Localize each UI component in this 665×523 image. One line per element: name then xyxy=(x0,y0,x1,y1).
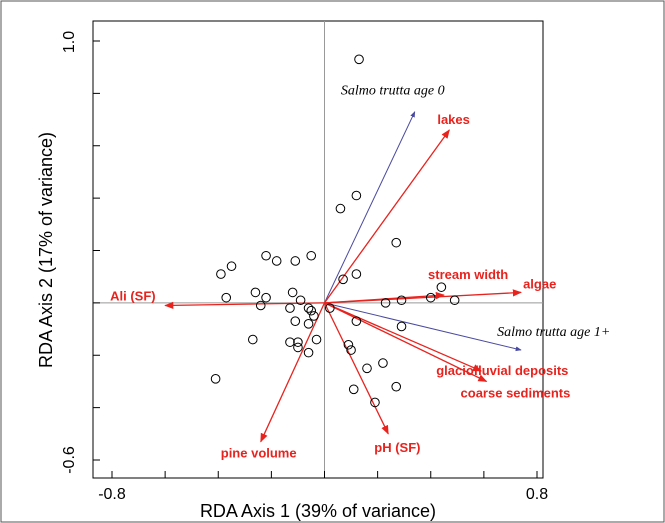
env-arrow-5 xyxy=(324,302,488,383)
sample-point xyxy=(303,347,314,358)
sample-point xyxy=(343,339,354,350)
sample-point xyxy=(378,358,388,368)
sample-point xyxy=(255,300,266,311)
sample-point xyxy=(290,316,301,327)
sample-point xyxy=(285,303,295,313)
species-arrows xyxy=(324,111,522,352)
sample-point xyxy=(210,374,221,384)
plot-area xyxy=(92,20,544,479)
sample-point xyxy=(247,334,258,345)
sample-point xyxy=(449,295,460,306)
sample-point xyxy=(293,342,303,353)
env-arrow-2 xyxy=(324,289,522,304)
env-label-coarse-sediments: coarse sediments xyxy=(461,385,571,400)
sample-point xyxy=(348,384,359,395)
sample-point xyxy=(271,256,282,266)
sample-point xyxy=(290,256,301,266)
species-arrow-0 xyxy=(324,111,416,304)
sample-point xyxy=(216,269,226,279)
sample-point xyxy=(391,381,402,392)
env-arrow-4 xyxy=(324,302,483,372)
sample-point xyxy=(346,345,356,355)
sample-point xyxy=(306,250,317,261)
env-arrow-7 xyxy=(323,302,389,435)
sample-point xyxy=(354,54,364,65)
sample-point xyxy=(261,250,271,261)
sample-point xyxy=(396,321,407,332)
sample-points xyxy=(210,54,460,408)
sample-point xyxy=(303,303,314,313)
species-arrow-1 xyxy=(324,302,522,352)
y-tick-label-max: 1.0 xyxy=(61,31,78,53)
sample-point xyxy=(226,261,237,272)
sample-point xyxy=(293,337,303,347)
env-label-stream-width: stream width xyxy=(428,267,508,282)
sample-point xyxy=(391,237,402,248)
x-tick-label-max: 0.8 xyxy=(526,486,548,503)
env-label-ph-sf: pH (SF) xyxy=(374,440,420,455)
env-label-glaciofluvial-deposits: glaciofluvial deposits xyxy=(436,363,568,378)
sample-point xyxy=(351,316,362,327)
species-label-age-1plus: Salmo trutta age 1+ xyxy=(497,325,610,340)
sample-point xyxy=(325,303,335,313)
sample-point xyxy=(309,311,319,321)
env-arrow-6 xyxy=(260,302,326,443)
sample-point xyxy=(311,334,322,345)
sample-point xyxy=(351,190,362,201)
y-axis-title: RDA Axis 2 (17% of variance) xyxy=(36,132,56,368)
sample-point xyxy=(306,305,317,316)
sample-point xyxy=(261,292,271,303)
env-label-algae: algae xyxy=(523,276,556,291)
x-axis-title: RDA Axis 1 (39% of variance) xyxy=(200,501,436,521)
axis-ticks xyxy=(93,40,538,478)
env-label-pine-volume: pine volume xyxy=(221,446,297,461)
sample-point xyxy=(287,287,298,298)
x-tick-label-min: -0.8 xyxy=(98,486,126,503)
sample-point xyxy=(380,298,391,308)
sample-point xyxy=(436,282,447,292)
sample-point xyxy=(425,292,436,303)
y-tick-label-min: -0.6 xyxy=(61,446,78,474)
sample-point xyxy=(303,319,314,329)
sample-point xyxy=(221,292,232,303)
species-label-age-0: Salmo trutta age 0 xyxy=(341,84,445,99)
sample-point xyxy=(362,363,372,374)
sample-point xyxy=(285,337,295,347)
env-label-lakes: lakes xyxy=(437,112,470,127)
sample-point xyxy=(295,295,306,306)
sample-point xyxy=(396,295,407,306)
sample-point xyxy=(250,287,261,298)
sample-point xyxy=(370,397,380,408)
env-arrow-0 xyxy=(323,129,450,304)
sample-point xyxy=(338,274,348,285)
env-label-ali-sf: Ali (SF) xyxy=(110,288,156,303)
sample-point xyxy=(351,269,362,279)
sample-point xyxy=(335,203,346,214)
